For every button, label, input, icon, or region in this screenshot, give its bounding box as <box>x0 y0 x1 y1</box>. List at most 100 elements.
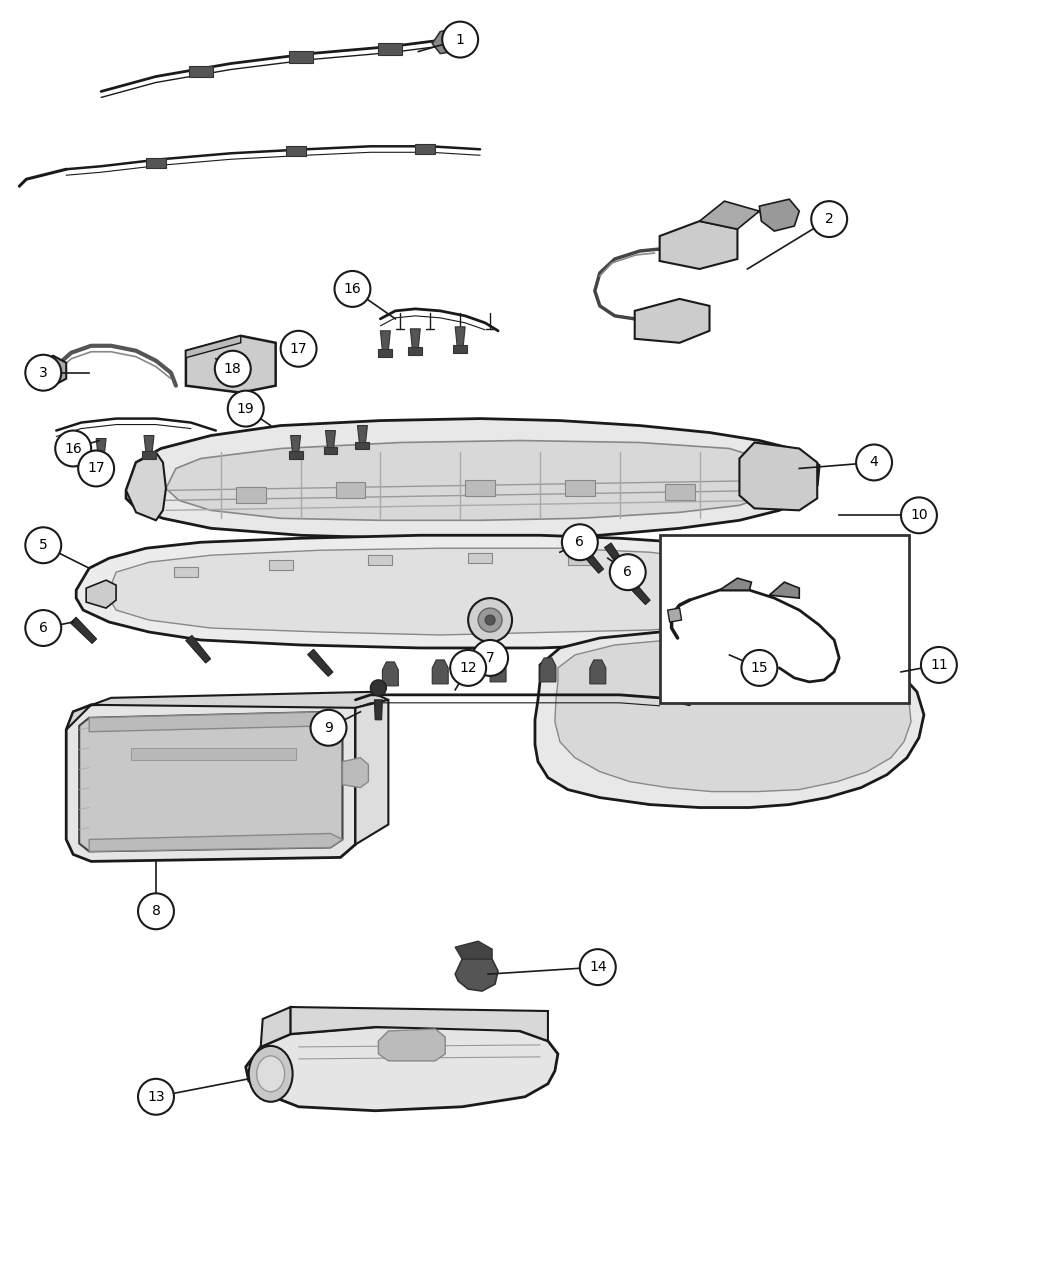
Polygon shape <box>308 649 333 676</box>
Text: 16: 16 <box>343 282 361 296</box>
Polygon shape <box>326 431 336 449</box>
Polygon shape <box>66 700 356 862</box>
Ellipse shape <box>468 598 512 643</box>
Ellipse shape <box>485 615 496 625</box>
Polygon shape <box>342 757 369 788</box>
Polygon shape <box>554 638 911 792</box>
Text: 18: 18 <box>224 362 242 376</box>
Circle shape <box>921 646 957 683</box>
Circle shape <box>138 1079 174 1114</box>
Polygon shape <box>289 451 302 459</box>
Polygon shape <box>97 439 106 456</box>
Polygon shape <box>77 536 807 648</box>
Polygon shape <box>37 356 66 385</box>
Text: 5: 5 <box>39 538 47 552</box>
Circle shape <box>311 710 347 746</box>
Circle shape <box>856 445 892 481</box>
Circle shape <box>56 431 91 467</box>
Polygon shape <box>186 635 211 663</box>
Circle shape <box>335 272 371 307</box>
Ellipse shape <box>256 1056 285 1091</box>
Polygon shape <box>719 578 752 590</box>
Polygon shape <box>236 487 266 504</box>
Text: 12: 12 <box>459 660 477 674</box>
Polygon shape <box>356 700 388 844</box>
Polygon shape <box>605 543 628 571</box>
Text: 17: 17 <box>87 462 105 476</box>
Text: 11: 11 <box>930 658 948 672</box>
Polygon shape <box>246 1026 558 1111</box>
Circle shape <box>450 650 486 686</box>
Polygon shape <box>378 42 402 55</box>
Text: 3: 3 <box>39 366 47 380</box>
Circle shape <box>215 351 251 386</box>
Polygon shape <box>375 700 382 720</box>
Text: 4: 4 <box>869 455 879 469</box>
Circle shape <box>442 22 478 57</box>
Polygon shape <box>289 51 313 62</box>
Polygon shape <box>89 834 342 852</box>
Circle shape <box>280 330 316 367</box>
Text: 6: 6 <box>575 536 584 550</box>
Circle shape <box>610 555 646 590</box>
Polygon shape <box>126 453 166 520</box>
Polygon shape <box>590 660 606 683</box>
Text: 14: 14 <box>589 960 607 974</box>
Text: 16: 16 <box>64 441 82 455</box>
Polygon shape <box>186 335 276 393</box>
Polygon shape <box>728 575 752 585</box>
Polygon shape <box>433 27 476 54</box>
Text: 13: 13 <box>147 1090 165 1104</box>
Circle shape <box>138 894 174 929</box>
Ellipse shape <box>371 680 386 696</box>
Polygon shape <box>166 441 774 520</box>
Polygon shape <box>739 442 817 510</box>
Text: 6: 6 <box>624 565 632 579</box>
Polygon shape <box>540 658 555 682</box>
Polygon shape <box>64 439 75 456</box>
Circle shape <box>25 528 61 564</box>
Polygon shape <box>456 954 498 991</box>
Bar <box>131 747 296 760</box>
Circle shape <box>812 201 847 237</box>
Polygon shape <box>456 941 492 959</box>
Polygon shape <box>433 660 448 683</box>
Text: 2: 2 <box>825 212 834 226</box>
Polygon shape <box>668 564 692 574</box>
Polygon shape <box>659 221 737 269</box>
Polygon shape <box>79 711 342 852</box>
Polygon shape <box>269 560 293 570</box>
Polygon shape <box>382 662 398 686</box>
Bar <box>659 536 909 703</box>
Polygon shape <box>174 567 197 578</box>
Polygon shape <box>356 441 370 450</box>
Polygon shape <box>668 608 681 622</box>
Text: 10: 10 <box>910 509 928 523</box>
Polygon shape <box>369 555 393 565</box>
Text: 15: 15 <box>751 660 769 674</box>
Circle shape <box>562 524 597 560</box>
Ellipse shape <box>249 1046 293 1102</box>
Polygon shape <box>186 335 240 358</box>
Polygon shape <box>568 555 592 565</box>
Polygon shape <box>260 1007 291 1047</box>
Polygon shape <box>579 546 604 574</box>
Polygon shape <box>126 418 819 538</box>
Text: 19: 19 <box>237 402 254 416</box>
Text: 9: 9 <box>324 720 333 734</box>
Polygon shape <box>291 1007 548 1040</box>
Polygon shape <box>665 484 694 500</box>
Text: 8: 8 <box>151 904 161 918</box>
Polygon shape <box>534 630 924 807</box>
Circle shape <box>580 949 615 986</box>
Polygon shape <box>408 347 422 354</box>
Polygon shape <box>416 144 436 154</box>
Ellipse shape <box>478 608 502 632</box>
Circle shape <box>228 390 264 427</box>
Circle shape <box>25 609 61 646</box>
Polygon shape <box>465 481 496 496</box>
Polygon shape <box>66 692 388 729</box>
Polygon shape <box>89 711 331 732</box>
Polygon shape <box>144 436 154 454</box>
Polygon shape <box>142 451 156 459</box>
